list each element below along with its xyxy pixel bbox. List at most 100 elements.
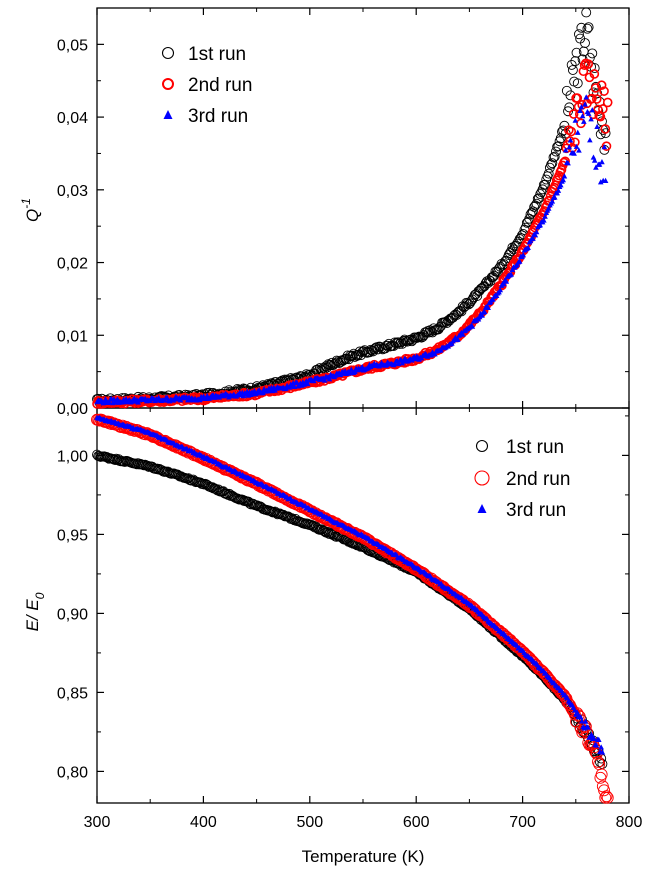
data-point <box>467 294 478 305</box>
data-point <box>570 56 581 67</box>
data-point <box>545 205 552 211</box>
data-point <box>579 113 586 119</box>
data-point <box>549 679 562 692</box>
data-point <box>369 344 380 355</box>
data-point <box>588 116 594 122</box>
data-point <box>581 7 592 18</box>
data-point <box>326 357 337 368</box>
data-point <box>565 160 571 166</box>
data-point <box>587 48 598 59</box>
top-series-3 <box>94 94 609 406</box>
bottom-ytick-label: 0,90 <box>57 606 88 623</box>
bottom-ytick-label: 0,80 <box>57 764 88 781</box>
bottom-legend-marker-3rd-run <box>477 504 487 513</box>
data-point <box>455 336 461 342</box>
data-point <box>576 147 582 153</box>
data-point <box>583 22 594 33</box>
data-point <box>583 59 594 69</box>
data-point <box>504 248 515 258</box>
data-point <box>286 513 297 524</box>
data-point <box>485 304 491 311</box>
data-point <box>595 736 602 742</box>
bottom-panel-points <box>91 413 614 804</box>
bottom-ytick-label: 0,95 <box>57 527 88 544</box>
data-point <box>572 117 579 123</box>
data-point <box>537 665 550 678</box>
top-y-axis-label: Q-1 <box>19 198 42 222</box>
top-legend-label-2nd-run: 2nd run <box>188 75 252 96</box>
xtick-label: 400 <box>190 814 217 831</box>
data-point <box>599 791 612 804</box>
data-point <box>601 791 614 804</box>
data-point <box>497 287 504 293</box>
data-point <box>602 177 609 183</box>
top-ytick-label: 0,04 <box>57 110 88 127</box>
data-point <box>530 235 536 241</box>
data-point <box>330 358 341 369</box>
data-point <box>496 259 507 269</box>
top-y-axis-label-sup: -1 <box>19 198 33 209</box>
data-point <box>585 110 592 116</box>
data-point <box>587 137 593 143</box>
data-point <box>534 193 544 204</box>
data-point <box>465 600 478 613</box>
xtick-label: 300 <box>84 814 111 831</box>
top-panel-ticks: 0,00 0,01 0,02 0,03 0,04 0,05 <box>57 7 630 418</box>
data-point <box>480 613 493 626</box>
data-point <box>131 459 142 470</box>
data-point <box>596 80 607 91</box>
bottom-legend-label-2nd-run: 2nd run <box>506 469 570 490</box>
data-point <box>197 478 208 489</box>
data-point <box>469 323 476 329</box>
data-point <box>555 187 562 193</box>
data-point <box>541 217 547 223</box>
data-point <box>594 123 600 129</box>
data-point <box>550 146 561 157</box>
bottom-plot-frame <box>96 407 630 804</box>
data-point <box>500 631 513 643</box>
bottom-legend-marker-2nd-run <box>474 470 490 486</box>
data-point <box>595 768 608 781</box>
data-point <box>440 316 451 327</box>
data-point <box>286 384 293 390</box>
bottom-legend: 1st run 2nd run 3rd run <box>474 437 570 521</box>
data-point <box>479 312 485 318</box>
data-point <box>600 128 611 139</box>
data-point <box>391 338 402 349</box>
data-point <box>591 157 598 163</box>
xtick-label: 600 <box>403 814 430 831</box>
data-point <box>546 159 557 170</box>
top-legend-label-3rd-run: 3rd run <box>188 106 248 127</box>
data-point <box>578 104 585 110</box>
data-point <box>321 377 328 383</box>
data-point <box>577 714 584 720</box>
data-point <box>574 709 580 715</box>
data-point <box>591 735 597 741</box>
data-point <box>540 670 553 683</box>
bottom-legend-label-3rd-run: 3rd run <box>506 500 566 521</box>
data-point <box>476 314 483 320</box>
data-point <box>525 654 538 667</box>
data-point <box>533 229 540 235</box>
data-point <box>455 593 468 606</box>
data-point <box>188 474 199 485</box>
data-point <box>557 688 570 701</box>
top-ytick-label: 0,01 <box>57 328 88 345</box>
data-point <box>411 333 422 343</box>
data-point <box>566 144 573 150</box>
top-legend: 1st run 2nd run 3rd run <box>161 44 252 127</box>
data-point <box>599 86 609 96</box>
bottom-y-axis-label-main: E/ E <box>23 599 42 632</box>
xtick-label: 500 <box>296 814 323 831</box>
data-point <box>492 267 503 278</box>
data-point <box>549 198 556 204</box>
data-point <box>583 94 590 100</box>
data-point <box>593 742 600 748</box>
data-point <box>582 23 593 34</box>
data-point <box>428 323 439 334</box>
data-point <box>457 301 468 312</box>
data-point <box>585 724 591 730</box>
data-point <box>597 179 604 185</box>
data-point <box>560 177 567 183</box>
